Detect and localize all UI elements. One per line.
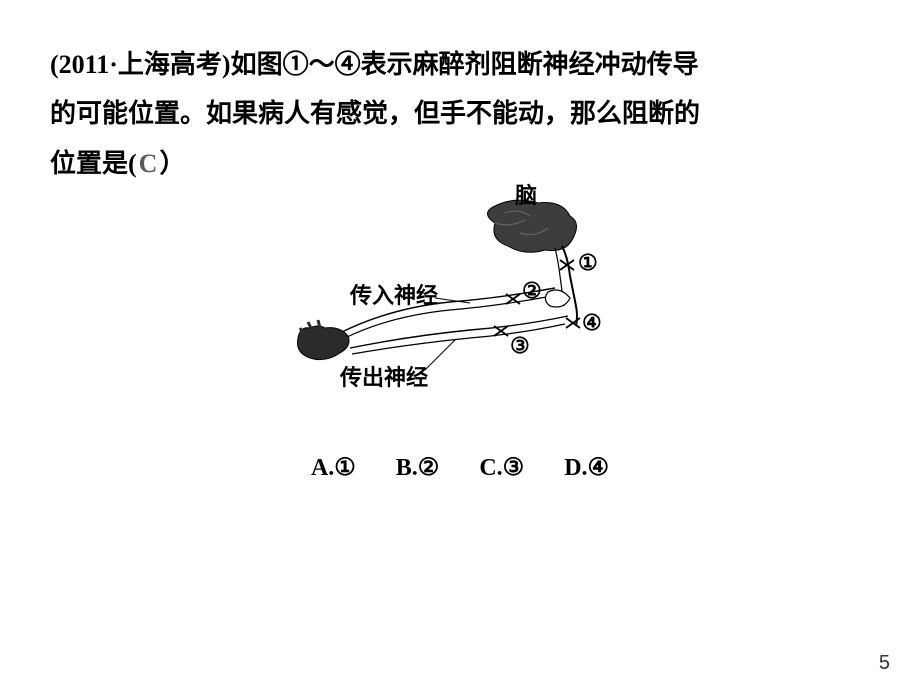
cross-mark-4 (566, 318, 580, 328)
label-brain: 脑 (515, 178, 537, 210)
question-source: (2011·上海高考) (50, 50, 231, 79)
question-line3-prefix: 位置是( (50, 149, 137, 178)
label-mark2: ② (522, 278, 542, 304)
question-line1: 如图①～④表示麻醉剂阻断神经冲动传导 (231, 50, 699, 79)
leader-efferent (425, 340, 455, 370)
ganglion (545, 290, 570, 307)
diagram-container: 脑 传入神经 传出神经 ① ② ③ ④ (50, 198, 870, 418)
answer-letter: C (137, 149, 160, 178)
option-a: A.① (311, 453, 356, 482)
page-number: 5 (879, 652, 890, 675)
question-line3-suffix: ） (159, 149, 185, 178)
label-mark4: ④ (582, 310, 602, 336)
efferent-nerve-lower (352, 324, 565, 354)
hand-shape (298, 320, 350, 360)
label-efferent: 传出神经 (340, 360, 428, 392)
question-line2: 的可能位置。如果病人有感觉，但手不能动，那么阻断的 (50, 99, 700, 128)
label-afferent: 传入神经 (350, 278, 438, 310)
option-b: B.② (396, 453, 440, 482)
option-d: D.④ (564, 453, 609, 482)
neural-diagram: 脑 传入神经 传出神经 ① ② ③ ④ (270, 198, 650, 418)
efferent-nerve (350, 316, 568, 348)
question-stem: (2011·上海高考)如图①～④表示麻醉剂阻断神经冲动传导 的可能位置。如果病人… (50, 40, 870, 188)
label-mark1: ① (578, 250, 598, 276)
answer-options: A.① B.② C.③ D.④ (50, 453, 870, 482)
option-c: C.③ (479, 453, 524, 482)
diagram-svg (270, 198, 650, 418)
label-mark3: ③ (510, 333, 530, 359)
